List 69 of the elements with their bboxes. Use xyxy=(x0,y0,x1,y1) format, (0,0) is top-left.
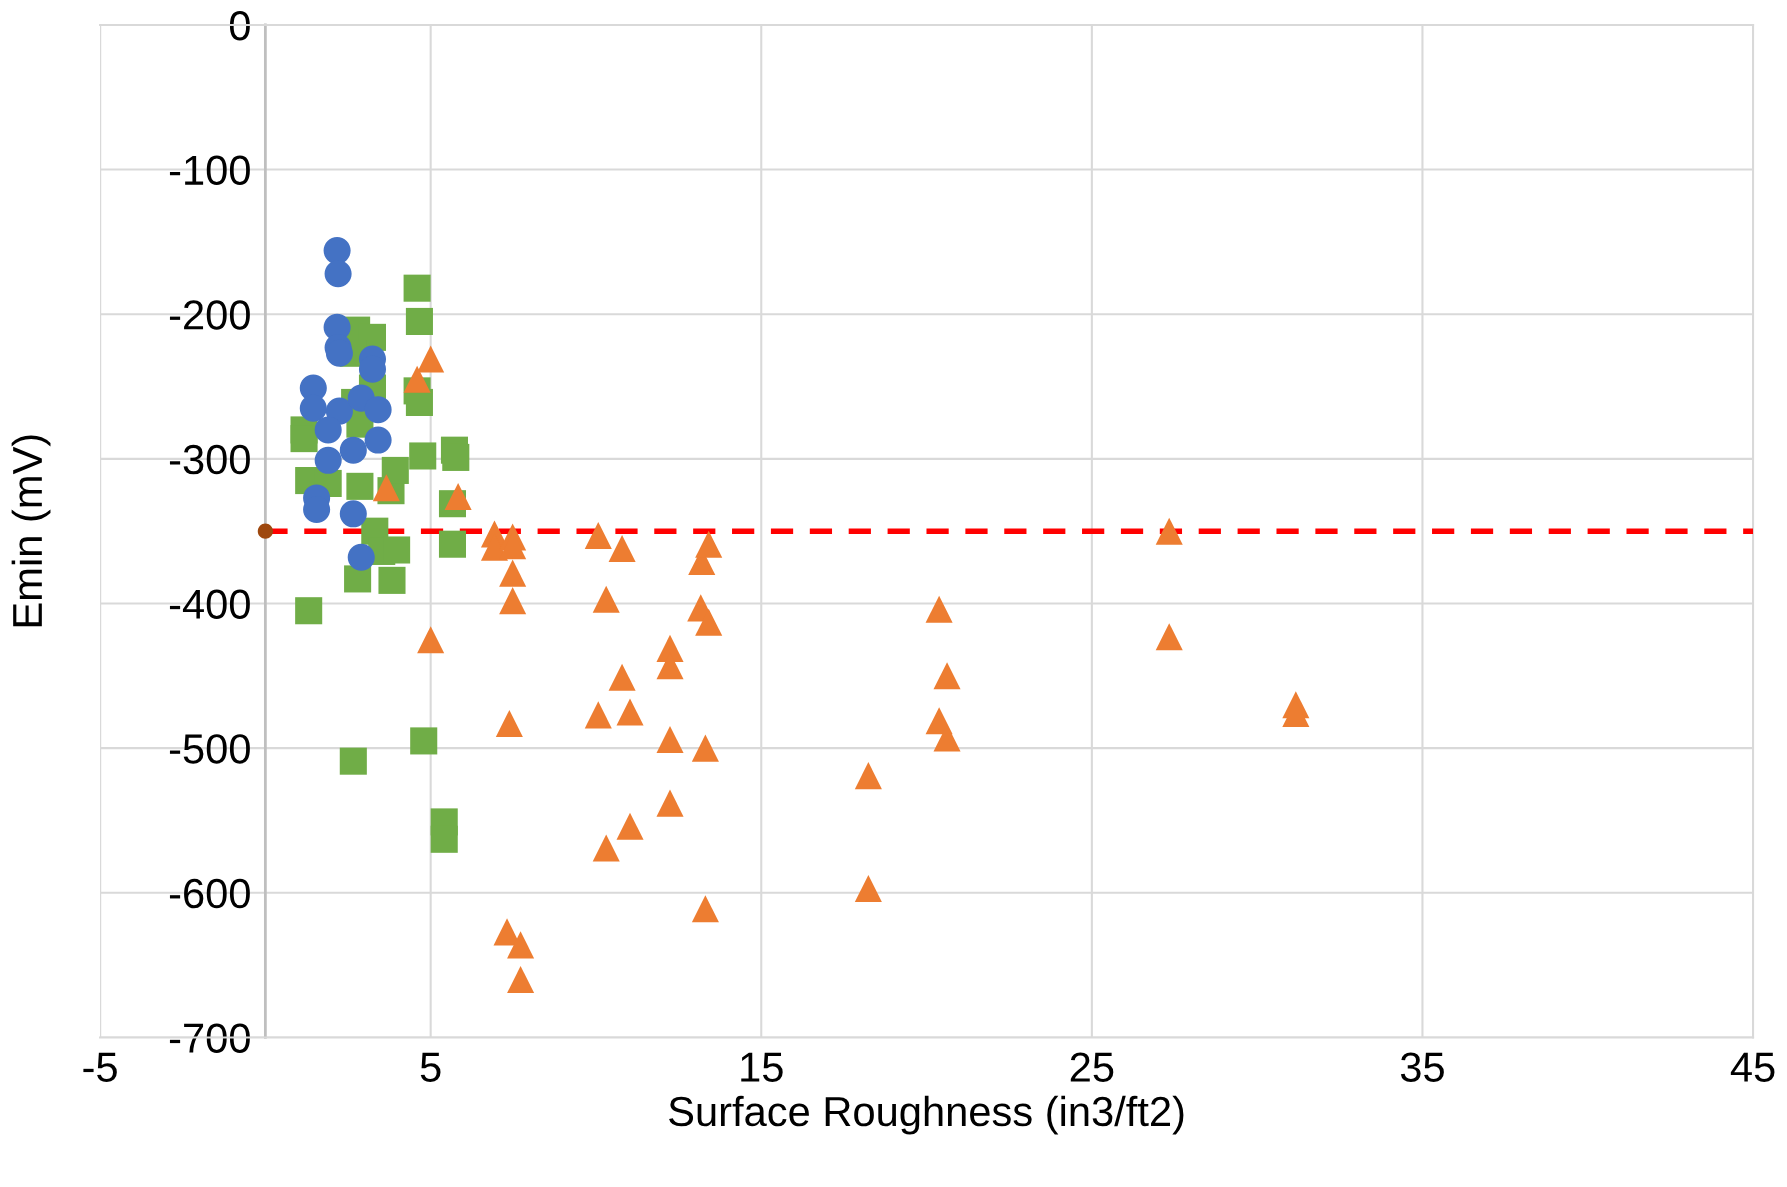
point xyxy=(695,530,723,558)
point xyxy=(314,416,342,444)
point xyxy=(314,446,342,474)
point xyxy=(378,566,406,594)
x-tick-label: 15 xyxy=(741,1052,783,1082)
point xyxy=(499,587,527,615)
point xyxy=(854,762,882,790)
point xyxy=(499,559,527,587)
point xyxy=(339,436,367,464)
point xyxy=(405,307,433,335)
y-tick-label: -100 xyxy=(169,155,250,186)
point xyxy=(372,474,400,502)
x-axis-title: Surface Roughness (in3/ft2) xyxy=(669,1095,1184,1135)
point xyxy=(403,274,431,302)
point xyxy=(417,345,445,373)
x-tick-label: 25 xyxy=(1070,1052,1114,1082)
y-tick-label: -600 xyxy=(169,878,250,909)
point xyxy=(257,523,273,539)
y-tick-label: -700 xyxy=(169,1023,250,1053)
point xyxy=(584,521,612,550)
y-tick-label: -500 xyxy=(169,734,250,764)
point xyxy=(364,426,392,454)
point xyxy=(507,931,535,959)
point xyxy=(444,482,472,511)
point xyxy=(290,425,318,453)
point xyxy=(592,834,620,862)
y-tick-label: -200 xyxy=(169,300,250,330)
point xyxy=(608,535,636,563)
point xyxy=(616,812,644,840)
point xyxy=(409,442,437,470)
point xyxy=(347,543,375,571)
point xyxy=(295,597,323,625)
point xyxy=(339,500,367,528)
point xyxy=(656,789,684,817)
x-tick-label: 5 xyxy=(420,1052,441,1082)
point xyxy=(442,443,470,471)
point xyxy=(346,472,374,500)
point xyxy=(933,724,961,752)
point xyxy=(403,365,431,393)
point xyxy=(323,237,351,265)
point xyxy=(592,585,620,613)
y-tick-label: -300 xyxy=(169,444,250,475)
x-tick-label: 35 xyxy=(1400,1052,1444,1082)
point xyxy=(691,734,719,762)
point xyxy=(1155,623,1183,651)
point xyxy=(933,662,961,690)
point xyxy=(616,698,644,726)
point xyxy=(507,966,535,994)
point xyxy=(925,595,953,623)
point xyxy=(410,727,438,755)
x-tick-label: 45 xyxy=(1730,1052,1775,1082)
point xyxy=(495,710,523,738)
point xyxy=(656,725,684,754)
point xyxy=(1155,517,1183,545)
point xyxy=(691,895,719,923)
point xyxy=(854,874,882,902)
point xyxy=(695,608,723,636)
point xyxy=(608,663,636,691)
point xyxy=(324,260,352,288)
y-tick-label: -400 xyxy=(169,589,250,620)
point xyxy=(339,747,367,775)
x-tick-label: -5 xyxy=(83,1052,117,1082)
point xyxy=(417,626,445,654)
point xyxy=(430,825,458,853)
point xyxy=(584,701,612,729)
point xyxy=(364,396,392,424)
y-axis-title: Emin (mV) xyxy=(11,435,51,627)
point xyxy=(381,456,409,484)
point xyxy=(438,530,467,558)
